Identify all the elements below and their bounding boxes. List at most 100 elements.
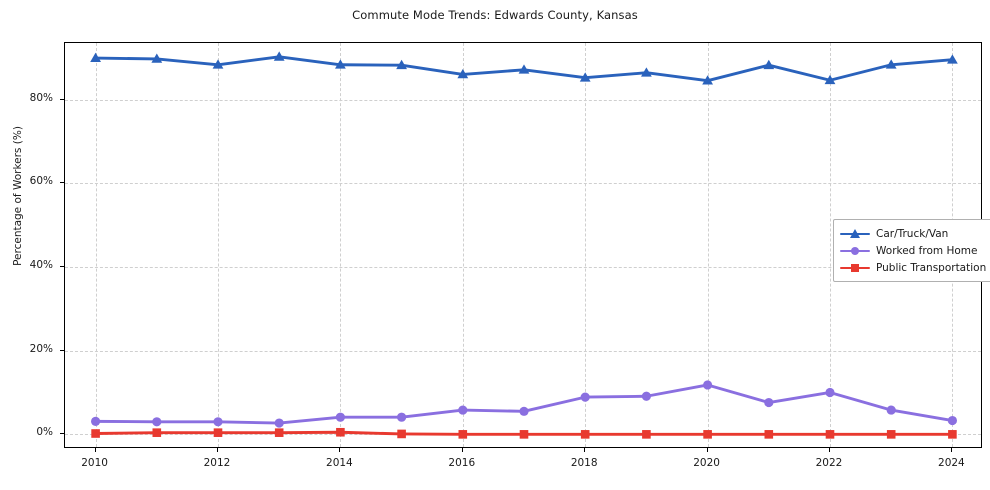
data-point-marker: [212, 59, 224, 69]
gridline-vertical: [585, 43, 587, 447]
legend-square-marker-icon: [851, 263, 859, 272]
gridline-vertical: [707, 43, 709, 447]
x-tick-label: 2022: [815, 457, 843, 469]
x-tick-mark: [217, 448, 218, 452]
data-point-marker: [579, 72, 591, 82]
y-axis-label: Percentage of Workers (%): [12, 126, 24, 266]
data-point-marker: [886, 430, 896, 439]
legend-swatch: [840, 261, 870, 275]
data-point-marker: [90, 52, 101, 62]
x-tick-mark: [461, 448, 463, 452]
data-point-marker: [580, 392, 590, 402]
data-point-marker: [641, 391, 652, 401]
data-point-marker: [458, 405, 468, 415]
y-tick-label: 40%: [29, 258, 53, 271]
gridline-horizontal: [65, 350, 981, 352]
gridline-vertical: [340, 43, 342, 447]
data-point-marker: [396, 59, 407, 70]
data-point-marker: [947, 54, 958, 64]
data-point-marker: [642, 430, 651, 439]
data-point-marker: [641, 67, 652, 77]
data-point-marker: [213, 428, 223, 437]
x-tick-mark: [951, 448, 953, 452]
data-point-marker: [886, 405, 896, 415]
plot-area: [64, 42, 982, 448]
x-tick-label: 2014: [326, 457, 353, 469]
data-point-marker: [825, 430, 835, 439]
x-tick-label: 2010: [81, 457, 108, 469]
x-tick-mark: [94, 448, 96, 452]
data-point-marker: [824, 74, 836, 85]
data-point-marker: [702, 75, 713, 85]
data-point-marker: [458, 430, 468, 439]
y-tick-mark: [60, 433, 64, 435]
x-tick-label: 2020: [693, 457, 720, 469]
data-point-marker: [703, 430, 712, 439]
data-point-marker: [397, 429, 406, 439]
series-1: [91, 380, 958, 428]
gridline-vertical: [830, 43, 831, 447]
data-point-marker: [397, 412, 407, 422]
legend-circle-marker-icon: [851, 246, 859, 255]
legend-item-1[interactable]: Worked from Home: [840, 242, 986, 259]
legend-label: Public Transportation: [876, 261, 987, 274]
gridline-vertical: [95, 43, 97, 447]
legend-label: Car/Truck/Van: [876, 227, 949, 240]
data-point-marker: [213, 417, 223, 427]
chart-legend[interactable]: Car/Truck/Van Worked from Home Public Tran…: [833, 219, 990, 282]
legend-triangle-marker-icon: [850, 228, 860, 238]
data-point-marker: [335, 412, 345, 422]
series-layer: [90, 51, 958, 439]
gridline-vertical: [218, 43, 219, 447]
data-point-marker: [335, 59, 346, 69]
y-tick-mark: [60, 98, 64, 100]
x-tick-mark: [706, 448, 708, 452]
data-point-marker: [580, 430, 590, 439]
x-tick-mark: [584, 448, 586, 452]
data-point-marker: [91, 416, 101, 426]
data-point-marker: [763, 59, 775, 70]
data-point-marker: [764, 430, 774, 439]
data-point-marker: [274, 428, 284, 437]
data-point-marker: [273, 51, 285, 61]
x-tick-label: 2016: [448, 457, 476, 469]
y-tick-mark: [60, 265, 64, 267]
gridline-horizontal: [65, 183, 981, 185]
y-tick-label: 0%: [36, 426, 53, 439]
y-tick-label: 60%: [29, 175, 53, 188]
data-point-marker: [336, 427, 345, 437]
legend-swatch: [840, 227, 870, 241]
x-tick-label: 2018: [570, 457, 598, 469]
series-2: [91, 427, 957, 439]
chart-title: Commute Mode Trends: Edwards County, Kan…: [352, 8, 638, 22]
x-tick-label: 2024: [938, 457, 965, 469]
data-point-marker: [948, 430, 957, 439]
legend-label: Worked from Home: [876, 244, 978, 257]
y-tick-label: 20%: [29, 342, 53, 355]
data-point-marker: [151, 53, 163, 63]
legend-item-2[interactable]: Public Transportation: [840, 259, 986, 276]
data-point-marker: [457, 68, 469, 79]
data-point-marker: [519, 430, 529, 439]
gridline-horizontal: [65, 99, 981, 101]
legend-swatch: [840, 244, 870, 258]
series-0: [90, 51, 958, 85]
data-point-marker: [764, 397, 774, 408]
data-point-marker: [703, 380, 713, 390]
x-tick-mark: [829, 448, 830, 452]
gridline-horizontal: [65, 266, 981, 268]
data-point-marker: [152, 417, 162, 427]
data-point-marker: [825, 387, 835, 398]
data-point-marker: [518, 64, 530, 74]
data-point-marker: [91, 429, 100, 438]
gridline-vertical: [462, 43, 464, 447]
y-tick-label: 80%: [29, 91, 53, 104]
data-point-marker: [519, 406, 529, 416]
legend-item-0[interactable]: Car/Truck/Van: [840, 225, 986, 242]
x-tick-mark: [339, 448, 341, 452]
data-point-marker: [274, 418, 284, 428]
series-line: [94, 383, 954, 425]
data-point-marker: [885, 59, 897, 69]
data-point-marker: [947, 415, 958, 426]
